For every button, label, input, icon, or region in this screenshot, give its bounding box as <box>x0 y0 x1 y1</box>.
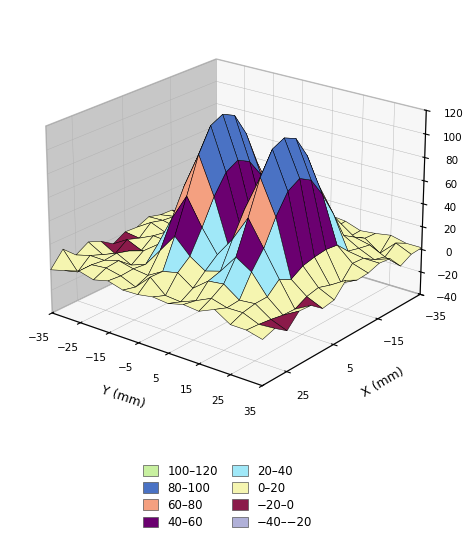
X-axis label: Y (mm): Y (mm) <box>100 383 147 410</box>
Legend: 100–120, 80–100, 60–80, 40–60, 20–40, 0–20, −20–0, −40–−20: 100–120, 80–100, 60–80, 40–60, 20–40, 0–… <box>138 460 317 534</box>
Y-axis label: X (mm): X (mm) <box>359 365 406 400</box>
